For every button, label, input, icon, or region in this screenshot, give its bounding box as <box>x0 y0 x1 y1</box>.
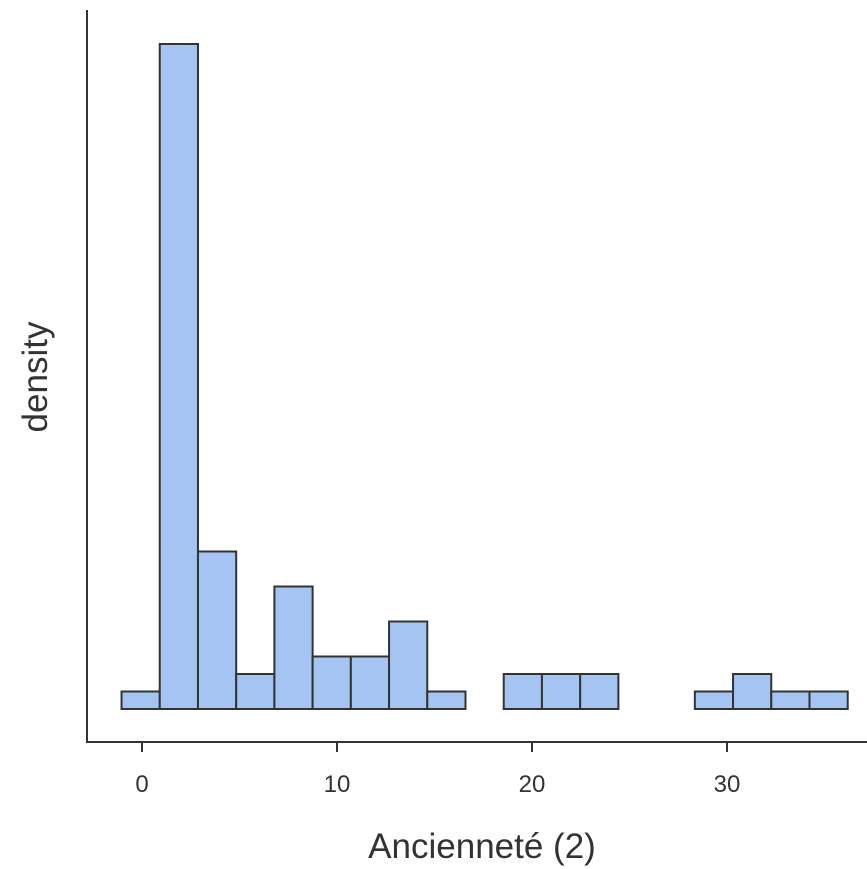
x-tick-label: 0 <box>135 771 148 798</box>
histogram-bars <box>120 43 849 710</box>
histogram-bar <box>693 690 735 710</box>
histogram-bar <box>273 585 314 710</box>
y-axis-title: density <box>16 321 55 432</box>
histogram-bar <box>388 620 429 710</box>
histogram-bar <box>502 673 543 710</box>
x-tick-label: 30 <box>714 771 741 798</box>
histogram-bar <box>235 673 276 710</box>
histogram-bar <box>349 655 391 710</box>
histogram-bar <box>158 43 199 710</box>
x-axis-ticks: 0 10 20 30 <box>135 742 740 798</box>
histogram-bar <box>426 690 467 710</box>
x-tick-label: 10 <box>324 771 351 798</box>
histogram-bar <box>311 655 352 710</box>
histogram-bar <box>808 690 849 710</box>
histogram-bar <box>540 673 582 710</box>
histogram-bar <box>770 690 811 710</box>
x-tick-label: 20 <box>519 771 546 798</box>
x-axis-title: Ancienneté (2) <box>368 827 596 866</box>
histogram-bar <box>120 690 161 710</box>
histogram-bar <box>196 550 238 710</box>
histogram-bar <box>579 673 620 710</box>
histogram-bar <box>732 673 773 710</box>
